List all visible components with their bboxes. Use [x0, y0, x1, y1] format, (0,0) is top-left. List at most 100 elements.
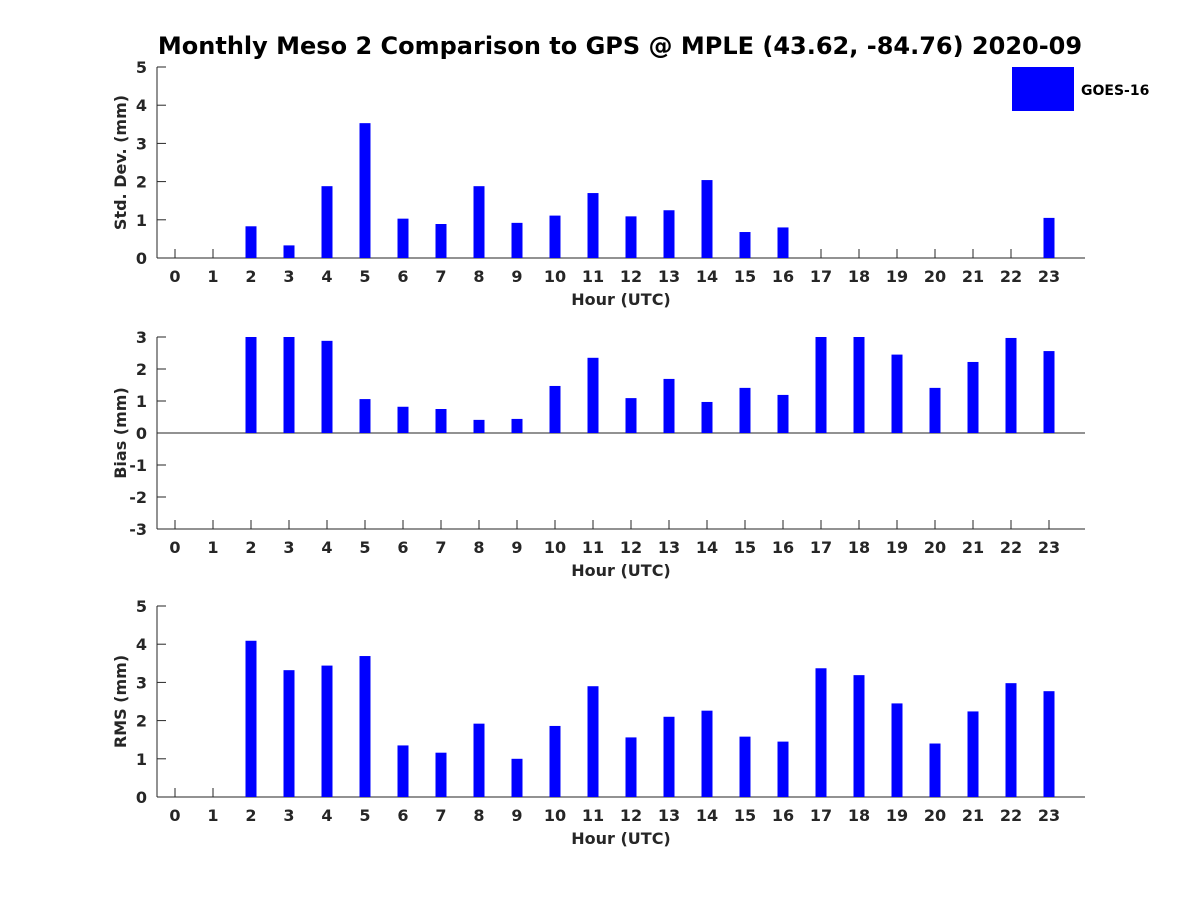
std-dev-y-tick-label: 4 [136, 96, 147, 115]
rms-x-tick-label: 12 [620, 806, 642, 825]
bias-x-tick-label: 7 [435, 538, 446, 557]
std-dev-y-tick-label: 3 [136, 134, 147, 153]
bias-bar-hour-2 [245, 337, 257, 433]
rms-y-tick-label: 1 [136, 750, 147, 769]
rms-bar-hour-6 [397, 745, 409, 797]
std-dev-x-tick-label: 6 [397, 267, 408, 286]
std-dev-bar-hour-10 [549, 215, 561, 258]
bias-bar-hour-10 [549, 385, 561, 433]
std-dev-x-tick-label: 18 [848, 267, 870, 286]
std-dev-bar-hour-13 [663, 210, 675, 258]
std-dev-x-tick-label: 19 [886, 267, 908, 286]
rms-bar-hour-2 [245, 640, 257, 797]
std-dev-bar-hour-2 [245, 226, 257, 258]
bias-y-tick-label: 2 [136, 360, 147, 379]
rms-y-tick-label: 0 [136, 788, 147, 807]
std-dev-x-tick-label: 5 [359, 267, 370, 286]
rms-x-tick-label: 0 [169, 806, 180, 825]
rms-x-axis-label: Hour (UTC) [571, 829, 671, 848]
bias-bar-hour-6 [397, 406, 409, 433]
bias-y-tick-label: -1 [129, 456, 147, 475]
rms-x-tick-label: 3 [283, 806, 294, 825]
rms-x-tick-label: 4 [321, 806, 332, 825]
rms-x-tick-label: 16 [772, 806, 794, 825]
rms-bar-hour-11 [587, 686, 599, 797]
rms-x-tick-label: 23 [1038, 806, 1060, 825]
bias-x-tick-label: 8 [473, 538, 484, 557]
rms-x-tick-label: 22 [1000, 806, 1022, 825]
rms-y-tick-label: 2 [136, 712, 147, 731]
bias-bar-hour-19 [891, 354, 903, 433]
rms-x-tick-label: 7 [435, 806, 446, 825]
bias-bar-hour-5 [359, 399, 371, 433]
rms-bar-hour-14 [701, 710, 713, 797]
rms-x-tick-label: 13 [658, 806, 680, 825]
rms-bar-hour-18 [853, 675, 865, 797]
rms-bar-hour-17 [815, 668, 827, 797]
bias-y-tick-label: -2 [129, 488, 147, 507]
rms-x-tick-label: 15 [734, 806, 756, 825]
std-dev-bar-hour-16 [777, 227, 789, 258]
rms-x-tick-label: 18 [848, 806, 870, 825]
std-dev-x-tick-label: 16 [772, 267, 794, 286]
bias-x-tick-label: 10 [544, 538, 566, 557]
std-dev-bar-hour-7 [435, 224, 447, 258]
std-dev-x-tick-label: 23 [1038, 267, 1060, 286]
std-dev-x-tick-label: 9 [511, 267, 522, 286]
bias-x-tick-label: 6 [397, 538, 408, 557]
std-dev-x-tick-label: 1 [207, 267, 218, 286]
std-dev-x-tick-label: 21 [962, 267, 984, 286]
bias-y-tick-label: -3 [129, 520, 147, 539]
bias-x-tick-label: 1 [207, 538, 218, 557]
bias-y-tick-label: 3 [136, 328, 147, 347]
bias-x-axis-label: Hour (UTC) [571, 561, 671, 580]
bias-bar-hour-20 [929, 387, 941, 433]
rms-y-tick-label: 4 [136, 635, 147, 654]
std-dev-x-tick-label: 4 [321, 267, 332, 286]
bias-bar-hour-9 [511, 418, 523, 433]
legend-label: GOES-16 [1081, 83, 1149, 99]
rms-x-tick-label: 14 [696, 806, 718, 825]
bias-y-axis-label: Bias (mm) [111, 387, 130, 479]
bias-x-tick-label: 11 [582, 538, 604, 557]
rms-x-tick-label: 2 [245, 806, 256, 825]
rms-x-tick-label: 6 [397, 806, 408, 825]
bias-x-tick-label: 4 [321, 538, 332, 557]
bias-bar-hour-13 [663, 378, 675, 433]
rms-y-axis-label: RMS (mm) [111, 655, 130, 748]
bias-bar-hour-8 [473, 419, 485, 433]
bias-x-tick-label: 12 [620, 538, 642, 557]
std-dev-bar-hour-5 [359, 123, 371, 259]
std-dev-bar-hour-8 [473, 186, 485, 258]
bias-bar-hour-16 [777, 394, 789, 433]
std-dev-y-tick-label: 1 [136, 211, 147, 230]
std-dev-x-tick-label: 14 [696, 267, 718, 286]
bias-bar-hour-11 [587, 357, 599, 433]
std-dev-x-tick-label: 10 [544, 267, 566, 286]
bias-bar-hour-4 [321, 340, 333, 433]
rms-bar-hour-16 [777, 741, 789, 797]
rms-bar-hour-3 [283, 670, 295, 797]
std-dev-bar-hour-15 [739, 232, 751, 258]
std-dev-x-tick-label: 15 [734, 267, 756, 286]
bias-bar-hour-15 [739, 387, 751, 433]
rms-y-tick-label: 5 [136, 597, 147, 616]
rms-bar-hour-5 [359, 656, 371, 797]
bias-y-tick-label: 1 [136, 392, 147, 411]
rms-x-tick-label: 17 [810, 806, 832, 825]
std-dev-bar-hour-11 [587, 193, 599, 258]
rms-bar-hour-7 [435, 752, 447, 797]
std-dev-x-tick-label: 12 [620, 267, 642, 286]
std-dev-y-tick-label: 5 [136, 58, 147, 77]
bias-bar-hour-12 [625, 398, 637, 433]
std-dev-x-tick-label: 11 [582, 267, 604, 286]
bias-x-tick-label: 9 [511, 538, 522, 557]
bias-x-tick-label: 22 [1000, 538, 1022, 557]
bias-bar-hour-21 [967, 361, 979, 433]
bias-x-tick-label: 20 [924, 538, 946, 557]
rms-bar-hour-19 [891, 703, 903, 797]
bias-x-tick-label: 21 [962, 538, 984, 557]
std-dev-x-tick-label: 22 [1000, 267, 1022, 286]
